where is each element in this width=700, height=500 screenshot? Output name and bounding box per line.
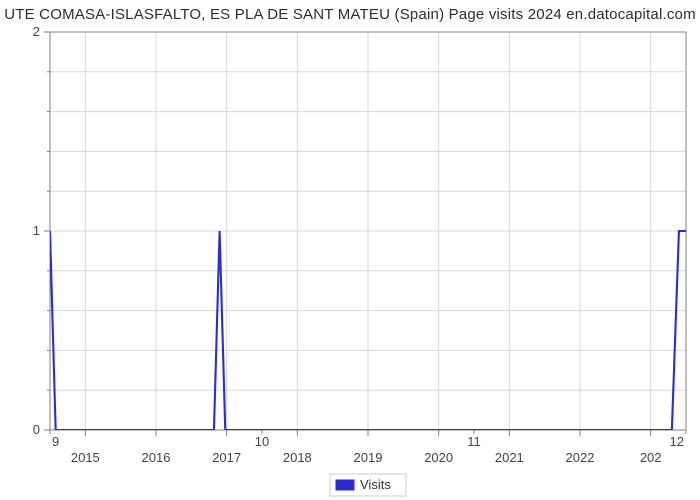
y-tick-label: 2: [33, 24, 40, 39]
x-tick-label: 2020: [424, 450, 453, 465]
x-tick-label: 2018: [283, 450, 312, 465]
x-tick-label: 2022: [566, 450, 595, 465]
legend-label: Visits: [360, 477, 391, 492]
x-tick-label: 2016: [142, 450, 171, 465]
x-tick-label: 2019: [354, 450, 383, 465]
visits-line-chart: 0122015201620172018201920202021202220291…: [0, 0, 700, 500]
x2-tick-label: 10: [255, 434, 269, 449]
x2-tick-label: 9: [52, 434, 59, 449]
x-tick-label: 2017: [212, 450, 241, 465]
x-tick-label: 2021: [495, 450, 524, 465]
x-tick-label: 2015: [71, 450, 100, 465]
x-tick-label: 202: [640, 450, 662, 465]
y-tick-label: 1: [33, 223, 40, 238]
legend-swatch: [336, 480, 354, 490]
legend: Visits: [330, 474, 406, 496]
x2-tick-label: 12: [670, 434, 684, 449]
x2-tick-label: 11: [467, 434, 481, 449]
y-tick-label: 0: [33, 422, 40, 437]
